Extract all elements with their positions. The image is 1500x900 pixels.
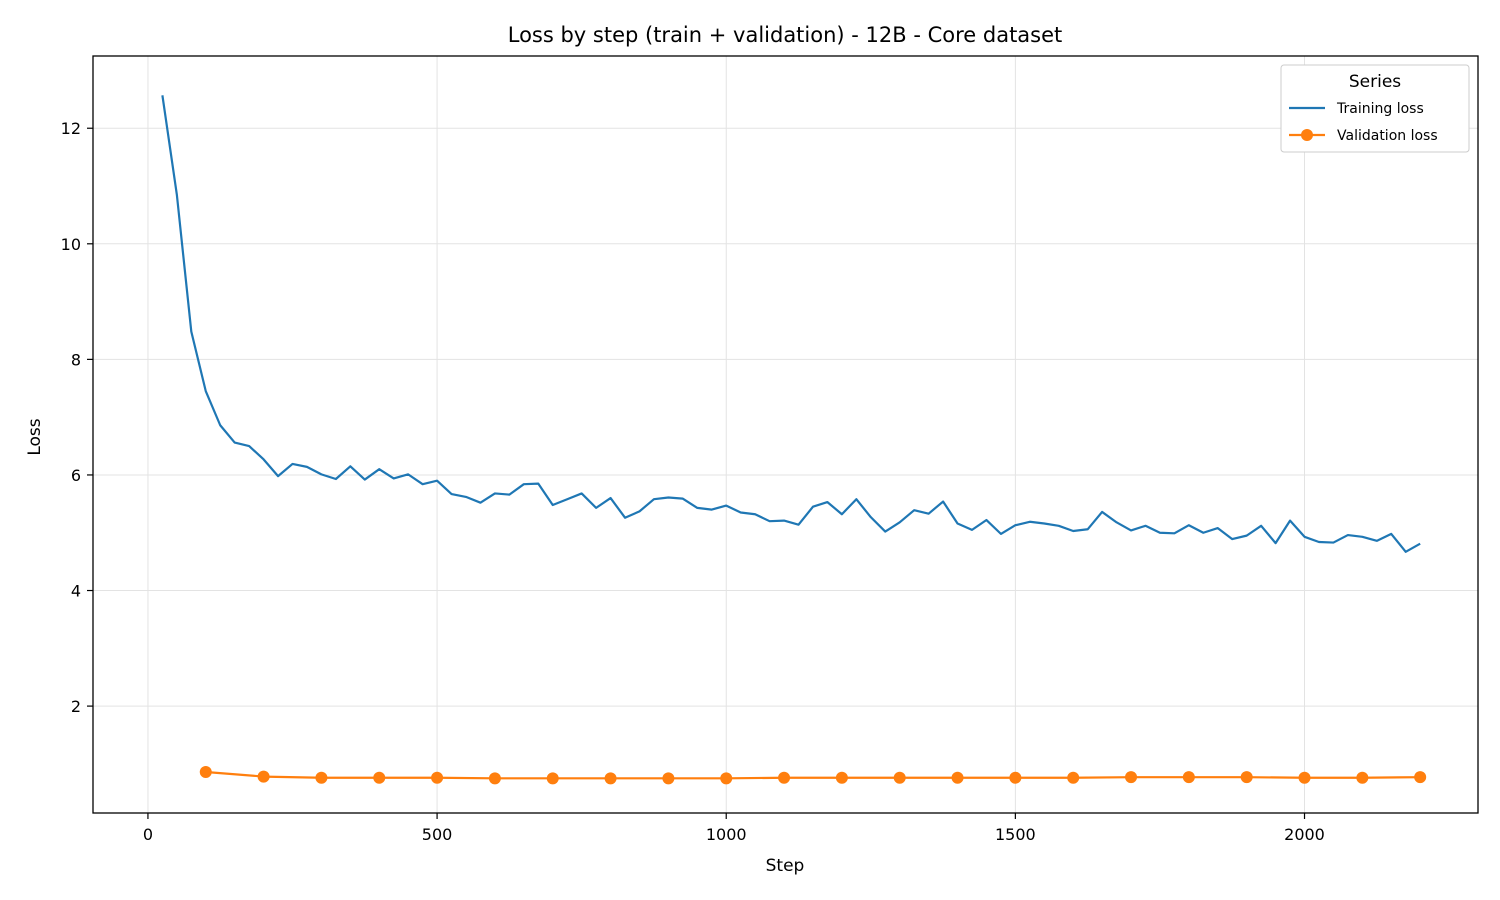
data-point-validation-loss (1240, 771, 1253, 784)
x-tick-label: 2000 (1284, 825, 1325, 844)
y-axis-label: Loss (25, 418, 45, 455)
data-point-validation-loss (778, 771, 791, 784)
legend-label-validation: Validation loss (1337, 128, 1438, 144)
plot-frame (92, 55, 1479, 814)
series-line-validation-loss (205, 770, 1421, 780)
data-point-validation-loss (488, 772, 501, 785)
legend-marker-validation (1301, 129, 1313, 141)
x-tick-label: 0 (143, 825, 153, 844)
chart-title: Loss by step (train + validation) - 12B … (508, 23, 1063, 47)
data-point-validation-loss (951, 771, 964, 784)
data-point-validation-loss (893, 771, 906, 784)
y-tick-label: 12 (61, 119, 81, 138)
data-point-validation-loss (720, 772, 733, 785)
data-point-validation-loss (1356, 771, 1369, 784)
x-tick-label: 1500 (995, 825, 1036, 844)
legend-title: Series (1349, 72, 1401, 92)
x-tick-label: 500 (422, 825, 453, 844)
y-tick-label: 6 (71, 466, 81, 485)
data-point-validation-loss (1067, 771, 1080, 784)
data-point-validation-loss (1125, 771, 1138, 784)
data-point-validation-loss (257, 770, 270, 783)
grid (93, 56, 1478, 813)
data-point-validation-loss (1009, 771, 1022, 784)
x-axis-ticks: 0 500 1000 1500 2000 (143, 813, 1325, 844)
data-point-validation-loss (199, 765, 212, 778)
legend-box (1280, 64, 1470, 153)
data-point-validation-loss (1414, 771, 1427, 784)
data-point-validation-loss (1182, 771, 1195, 784)
data-point-validation-loss (546, 772, 559, 785)
series-line-training-loss (161, 95, 1421, 553)
y-tick-label: 8 (71, 350, 81, 369)
data-point-validation-loss (373, 771, 386, 784)
x-tick-label: 1000 (706, 825, 747, 844)
y-tick-label: 4 (71, 582, 81, 601)
plot-series (161, 95, 1427, 785)
legend-label-training: Training loss (1336, 101, 1424, 117)
data-point-validation-loss (431, 771, 444, 784)
data-point-validation-loss (835, 771, 848, 784)
data-point-validation-loss (604, 772, 617, 785)
y-tick-label: 2 (71, 697, 81, 716)
y-axis-ticks: 2 4 6 8 10 12 (61, 119, 93, 716)
legend: Series Training loss Validation loss (1280, 64, 1470, 153)
x-axis-label: Step (766, 856, 805, 876)
y-tick-label: 10 (61, 235, 81, 254)
data-point-validation-loss (1298, 771, 1311, 784)
data-point-validation-loss (662, 772, 675, 785)
data-point-validation-loss (315, 771, 328, 784)
